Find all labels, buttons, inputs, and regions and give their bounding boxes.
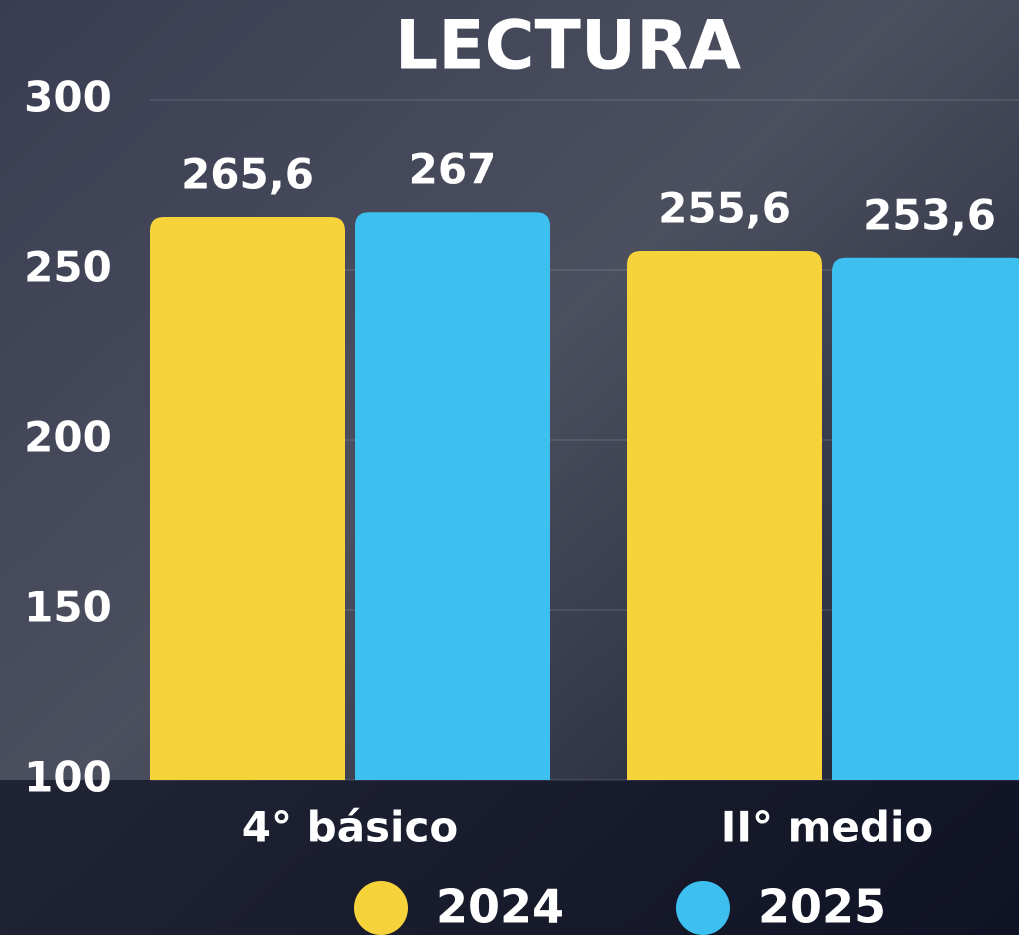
legend-swatch bbox=[676, 881, 730, 935]
value-label: 253,6 bbox=[863, 190, 996, 239]
value-label: 265,6 bbox=[181, 149, 314, 198]
value-label: 267 bbox=[409, 145, 497, 194]
y-tick-label: 250 bbox=[24, 243, 112, 292]
y-tick-label: 200 bbox=[24, 413, 112, 462]
chart-title: LECTURA bbox=[395, 7, 742, 86]
x-tick-label: II° medio bbox=[721, 803, 933, 852]
bar bbox=[627, 250, 822, 780]
value-label: 255,6 bbox=[658, 183, 791, 232]
y-tick-label: 150 bbox=[24, 583, 112, 632]
bar bbox=[355, 212, 550, 780]
x-tick-label: 4° básico bbox=[242, 803, 458, 852]
legend-label: 2024 bbox=[436, 880, 564, 934]
y-tick-label: 300 bbox=[24, 73, 112, 122]
legend-swatch bbox=[354, 881, 408, 935]
bar bbox=[150, 216, 345, 780]
background-shade bbox=[0, 780, 1019, 935]
legend-label: 2025 bbox=[758, 880, 886, 934]
bar bbox=[832, 257, 1019, 780]
y-tick-label: 100 bbox=[24, 753, 112, 802]
